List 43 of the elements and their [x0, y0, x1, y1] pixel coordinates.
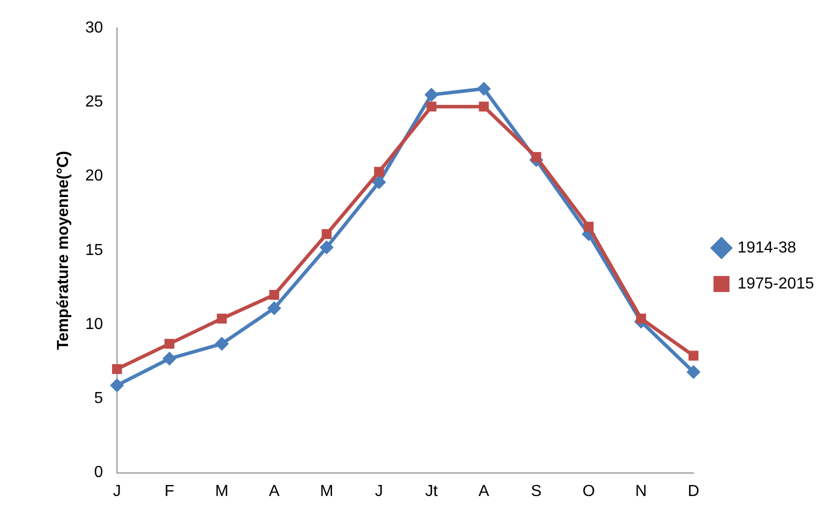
y-tick-label: 25	[85, 94, 104, 111]
x-tick-label: O	[582, 482, 595, 500]
y-axis-title: Température moyenne(°C)	[55, 150, 72, 350]
point	[374, 166, 384, 177]
y-tick-label: 0	[94, 464, 104, 482]
point	[686, 364, 700, 379]
point	[110, 378, 124, 392]
x-tick-label: D	[688, 482, 700, 500]
point	[267, 301, 282, 316]
x-tick-label: S	[530, 482, 542, 500]
point	[214, 336, 229, 351]
x-tick-label: A	[268, 482, 280, 500]
x-tick-label: J	[375, 482, 384, 500]
point	[322, 229, 332, 240]
y-tick-label: 10	[85, 316, 104, 333]
point	[216, 314, 227, 324]
point	[688, 350, 698, 361]
x-tick-label: A	[478, 482, 490, 500]
point	[531, 152, 542, 162]
point	[424, 88, 438, 102]
point	[162, 352, 176, 366]
point	[320, 240, 334, 254]
x-tick-label: J	[112, 482, 121, 500]
x-tick-label: Jt	[425, 482, 438, 500]
y-tick-label: 5	[94, 390, 104, 408]
point	[112, 364, 122, 374]
point	[269, 290, 280, 300]
point	[584, 222, 594, 232]
point	[372, 175, 386, 190]
point	[476, 82, 491, 96]
x-tick-label: N	[635, 482, 647, 500]
y-tick-label: 15	[85, 242, 104, 259]
x-tick-label: M	[215, 482, 228, 500]
point	[426, 102, 436, 112]
point	[164, 338, 174, 349]
point	[478, 102, 489, 112]
x-tick-label: F	[164, 482, 175, 500]
x-tick-label: M	[320, 482, 334, 500]
point	[636, 314, 646, 324]
y-tick-label: 30	[85, 19, 104, 36]
y-tick-label: 20	[85, 168, 104, 185]
legend-label: 1975-2015	[737, 275, 814, 292]
legend-label: 1914-38	[737, 239, 796, 256]
